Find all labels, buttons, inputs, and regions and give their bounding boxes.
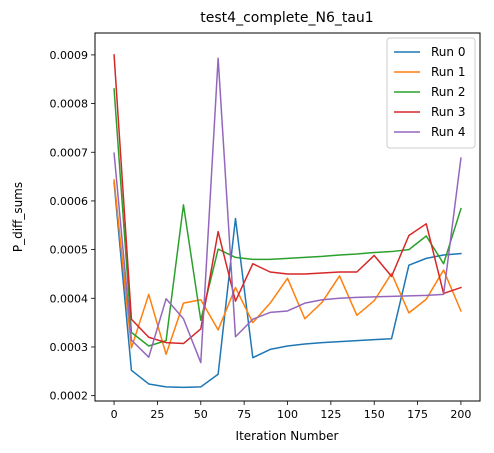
legend: Run 0 Run 1 Run 2 Run 3 Run 4	[386, 37, 476, 149]
y-axis-label: P_diff_sums	[11, 182, 25, 252]
y-tick-label: 0.0006	[50, 195, 89, 208]
x-tick-label: 175	[407, 408, 428, 421]
x-tick-label: 150	[364, 408, 385, 421]
y-tick-label: 0.0002	[50, 390, 89, 403]
y-tick-label: 0.0005	[50, 244, 89, 257]
x-axis: 0 25 50 75 100 125 150 175 200	[111, 401, 471, 421]
y-axis: 0.0002 0.0003 0.0004 0.0005 0.0006 0.0007 0.00…	[50, 49, 95, 403]
series-line-run-1	[113, 179, 462, 356]
chart-title: test4_complete_N6_tau1	[200, 10, 373, 26]
plot-area	[113, 54, 462, 389]
legend-label: Run 1	[431, 65, 465, 79]
x-tick-label: 100	[277, 408, 298, 421]
legend-label: Run 4	[431, 125, 465, 139]
x-tick-label: 125	[320, 408, 341, 421]
legend-label: Run 3	[431, 105, 465, 119]
y-tick-label: 0.0009	[50, 49, 89, 62]
y-tick-label: 0.0004	[50, 292, 89, 305]
legend-label: Run 2	[431, 85, 465, 99]
x-tick-label: 0	[111, 408, 118, 421]
legend-box	[386, 37, 476, 149]
legend-label: Run 0	[431, 45, 465, 59]
x-tick-label: 25	[150, 408, 164, 421]
x-tick-label: 75	[237, 408, 251, 421]
y-tick-label: 0.0008	[50, 98, 89, 111]
x-tick-label: 200	[450, 408, 471, 421]
y-tick-label: 0.0003	[50, 341, 89, 354]
y-tick-label: 0.0007	[50, 146, 89, 159]
x-axis-label: Iteration Number	[236, 429, 339, 443]
series-line-run-4	[113, 57, 462, 364]
series-line-run-0	[113, 181, 462, 389]
series-line-run-3	[113, 54, 462, 345]
x-tick-label: 50	[194, 408, 208, 421]
